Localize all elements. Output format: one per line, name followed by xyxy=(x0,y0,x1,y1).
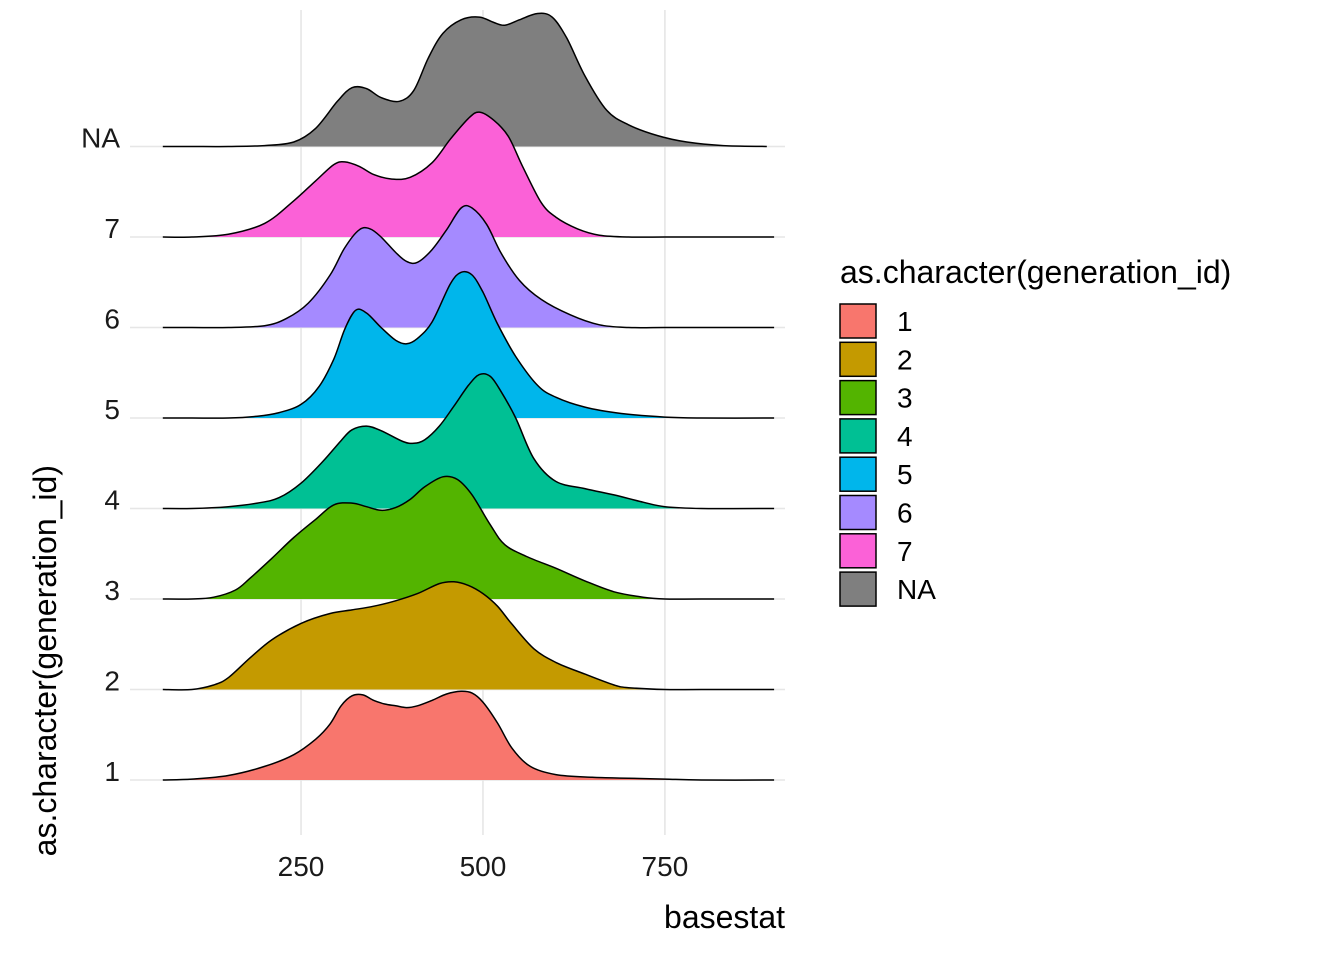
legend-swatch xyxy=(839,533,877,569)
ridge-series-7 xyxy=(162,111,775,238)
y-tick-label: 7 xyxy=(104,213,120,244)
legend-swatch xyxy=(839,418,877,454)
x-axis-ticks: 250 500 750 xyxy=(278,851,689,882)
ridge-outline-1 xyxy=(162,690,775,781)
legend-item-2: 2 xyxy=(839,341,913,378)
legend-title: as.character(generation_id) xyxy=(840,254,1231,290)
y-tick-label: 4 xyxy=(104,485,120,516)
y-tick-label: 2 xyxy=(104,666,120,697)
legend-label: 2 xyxy=(897,344,913,375)
ridge-area-6 xyxy=(162,205,775,328)
legend-swatch xyxy=(839,456,877,492)
ridge-area-4 xyxy=(162,373,775,509)
legend-label: 1 xyxy=(897,306,913,337)
legend-label: 7 xyxy=(897,536,913,567)
legend-item-3: 3 xyxy=(839,379,913,416)
legend-item-6: 6 xyxy=(839,494,913,531)
ridge-area-NA xyxy=(162,13,767,147)
legend-swatch xyxy=(839,303,877,339)
legend-item-5: 5 xyxy=(839,456,913,492)
ridge-outline-4 xyxy=(162,372,775,510)
legend-item-NA: NA xyxy=(839,571,936,607)
ridge-outline-NA xyxy=(162,12,767,148)
legend-swatch xyxy=(839,341,877,378)
y-tick-label: 5 xyxy=(104,394,120,425)
legend: as.character(generation_id) 1 2 3 4 5 6 7 NA xyxy=(839,254,1231,607)
ridge-area-5 xyxy=(162,271,775,419)
ridge-outline-5 xyxy=(162,270,775,419)
x-tick-label: 250 xyxy=(278,851,325,882)
y-tick-label: 6 xyxy=(104,304,120,335)
y-axis-ticks: 1 2 3 4 5 6 7 NA xyxy=(81,123,120,788)
ridge-area-2 xyxy=(162,581,775,690)
y-tick-label: 1 xyxy=(104,756,120,787)
ridge-series-NA xyxy=(162,12,767,148)
ridge-outline-2 xyxy=(162,580,775,691)
ridge-series-5 xyxy=(162,270,775,419)
ridge-area-1 xyxy=(162,691,775,781)
legend-item-1: 1 xyxy=(839,303,913,339)
y-tick-label: 3 xyxy=(104,575,120,606)
x-tick-label: 500 xyxy=(460,851,507,882)
ridge-outline-6 xyxy=(162,204,775,329)
ridge-series-2 xyxy=(162,580,775,691)
ridge-series-1 xyxy=(162,690,775,781)
ridge-series-3 xyxy=(162,475,775,600)
y-axis-title: as.character(generation_id) xyxy=(27,465,63,856)
legend-label: 3 xyxy=(897,383,913,414)
ridge-area-7 xyxy=(162,112,775,238)
legend-label: 6 xyxy=(897,498,913,529)
y-tick-label: NA xyxy=(81,123,120,154)
legend-swatch xyxy=(839,379,877,416)
x-axis-title: basestat xyxy=(664,899,785,935)
ridges xyxy=(162,12,775,781)
legend-swatch xyxy=(839,494,877,531)
legend-label: NA xyxy=(897,574,936,605)
legend-item-7: 7 xyxy=(839,533,913,569)
ridge-outline-7 xyxy=(162,111,775,238)
legend-swatch xyxy=(839,571,877,607)
x-tick-label: 750 xyxy=(642,851,689,882)
ridge-area-3 xyxy=(162,476,775,600)
legend-label: 5 xyxy=(897,459,913,490)
ridge-series-4 xyxy=(162,372,775,510)
ridge-series-6 xyxy=(162,204,775,329)
legend-label: 4 xyxy=(897,421,913,452)
ridge-outline-3 xyxy=(162,475,775,600)
legend-item-4: 4 xyxy=(839,418,913,454)
